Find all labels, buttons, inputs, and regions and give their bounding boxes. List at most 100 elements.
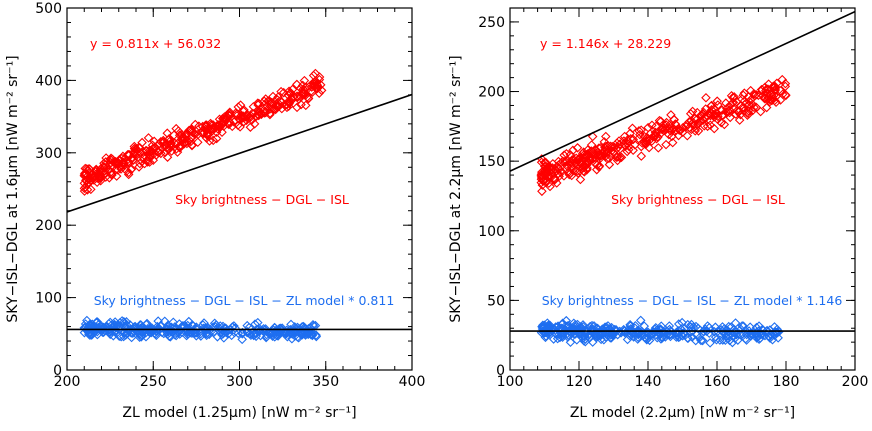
y-tick-label: 0: [53, 363, 62, 379]
data-point: [106, 157, 116, 168]
data-point: [314, 88, 324, 98]
data-point: [299, 75, 310, 86]
data-point: [164, 134, 174, 144]
data-point: [712, 96, 722, 106]
data-point: [274, 323, 285, 334]
data-point: [249, 119, 260, 129]
data-point: [716, 117, 727, 128]
data-point: [118, 331, 129, 342]
data-point: [278, 87, 289, 98]
data-point: [277, 103, 287, 114]
data-point: [578, 320, 588, 330]
data-point: [299, 85, 310, 95]
data-point: [200, 323, 211, 334]
data-point: [193, 137, 203, 148]
data-point: [661, 326, 672, 336]
y-tick-label: 150: [478, 154, 505, 170]
data-point: [685, 108, 696, 119]
data-point: [570, 324, 581, 335]
data-point: [260, 103, 270, 114]
data-point: [592, 147, 603, 158]
data-point: [237, 113, 247, 124]
data-point: [194, 121, 204, 131]
data-point: [551, 166, 561, 176]
data-point: [593, 329, 603, 340]
data-point: [297, 327, 308, 338]
data-point: [174, 319, 185, 329]
data-point: [773, 333, 783, 343]
data-point: [576, 158, 587, 169]
data-point: [719, 119, 730, 130]
data-point: [605, 141, 616, 152]
x-tick-label: 200: [54, 374, 81, 390]
data-point: [219, 333, 229, 343]
data-point: [694, 333, 705, 343]
data-point: [292, 332, 303, 342]
data-point: [92, 329, 103, 340]
data-point: [584, 329, 594, 340]
data-point: [625, 128, 635, 139]
data-point: [566, 170, 577, 181]
data-point: [595, 328, 605, 339]
data-point: [626, 330, 637, 340]
data-point: [716, 325, 727, 335]
data-point: [698, 114, 708, 125]
data-point: [682, 130, 693, 141]
data-point: [79, 186, 90, 196]
data-point: [311, 77, 322, 88]
data-point: [605, 325, 616, 336]
data-point: [742, 110, 753, 120]
data-point: [241, 110, 251, 121]
data-point: [749, 102, 759, 113]
data-point: [572, 143, 583, 153]
y-tick-label: 100: [35, 291, 62, 307]
data-point: [254, 98, 264, 109]
data-point: [107, 160, 117, 170]
data-point: [79, 327, 90, 338]
fit-equation: y = 1.146x + 28.229: [540, 36, 671, 51]
y-tick-label: 50: [487, 293, 505, 309]
data-point: [683, 333, 693, 343]
fit-line: [510, 10, 855, 172]
data-point: [116, 331, 126, 342]
data-point: [761, 102, 772, 113]
data-point: [588, 147, 598, 157]
data-point: [185, 327, 196, 338]
data-point: [187, 140, 197, 151]
data-point: [643, 122, 653, 133]
data-point: [171, 330, 181, 341]
data-point: [248, 330, 259, 341]
data-point: [780, 78, 791, 89]
x-tick-label: 200: [842, 374, 869, 390]
data-point: [602, 147, 612, 157]
data-point: [166, 146, 177, 156]
data-point: [144, 157, 155, 167]
chart-panel-2: 100 120 140 160 180 200 0 50 100 150 200 250 ZL mode…: [448, 7, 869, 421]
data-point: [651, 121, 661, 132]
data-point: [80, 168, 91, 178]
data-point: [237, 329, 248, 339]
data-point: [614, 152, 625, 163]
data-point: [208, 135, 218, 146]
data-point: [177, 327, 187, 338]
data-point: [772, 78, 782, 89]
data-point: [119, 317, 129, 327]
data-point: [616, 152, 627, 163]
data-point: [651, 329, 661, 340]
data-point: [729, 92, 739, 102]
data-point: [716, 105, 727, 116]
data-point: [292, 102, 302, 113]
data-point: [269, 104, 279, 115]
data-point: [730, 318, 741, 328]
legend-red-label: Sky brightness − DGL − ISL: [611, 192, 785, 207]
data-point: [235, 100, 246, 110]
data-point: [270, 104, 281, 115]
data-point: [287, 95, 297, 105]
data-point: [711, 334, 722, 345]
data-point: [200, 324, 211, 335]
data-point: [675, 125, 686, 136]
data-point: [251, 111, 262, 122]
data-point: [144, 145, 155, 156]
data-point: [301, 100, 311, 111]
plot-frame: [66, 7, 413, 371]
